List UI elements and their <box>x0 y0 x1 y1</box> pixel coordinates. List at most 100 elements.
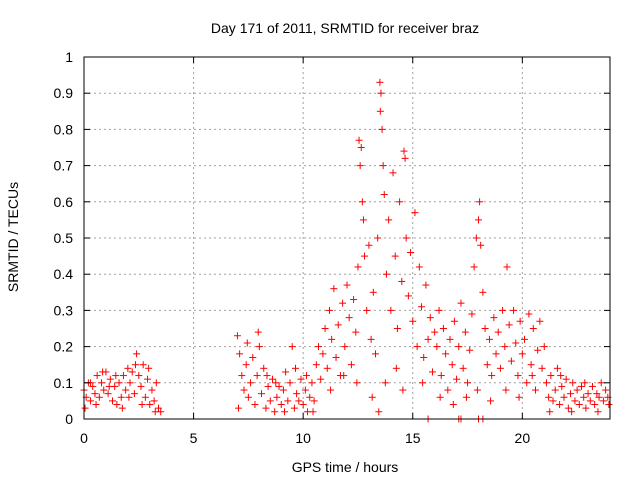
data-point <box>409 317 417 325</box>
data-point <box>262 404 270 412</box>
data-point <box>330 285 338 293</box>
data-point <box>476 198 484 206</box>
data-point <box>132 361 140 369</box>
data-point <box>91 390 99 398</box>
data-point <box>236 350 244 358</box>
data-point <box>483 361 491 369</box>
data-point <box>404 292 412 300</box>
data-point <box>435 306 443 314</box>
data-point <box>155 404 163 412</box>
y-tick-label: 0.1 <box>54 375 74 391</box>
data-point <box>455 343 463 351</box>
data-point <box>593 390 601 398</box>
data-point <box>302 372 310 380</box>
data-point <box>126 379 134 387</box>
data-point <box>323 364 331 372</box>
data-point <box>521 335 529 343</box>
data-point <box>315 343 323 351</box>
data-point <box>242 361 250 369</box>
data-point <box>288 343 296 351</box>
data-point <box>439 325 447 332</box>
y-tick-label: 0.9 <box>54 85 74 101</box>
data-point <box>376 107 384 115</box>
y-axis-title: SRMTID / TECUs <box>5 182 21 292</box>
data-point <box>464 379 472 387</box>
data-point <box>490 314 498 322</box>
data-point <box>251 401 259 409</box>
data-point <box>571 397 579 405</box>
data-point <box>104 390 112 398</box>
data-point <box>115 379 123 387</box>
data-point <box>477 241 485 249</box>
data-point <box>534 346 542 354</box>
y-tick-label: 0 <box>65 411 73 427</box>
y-tick-label: 0.7 <box>54 158 74 174</box>
data-point <box>507 357 515 365</box>
data-point <box>264 382 272 390</box>
data-point <box>355 136 363 144</box>
data-point <box>128 368 136 376</box>
data-point <box>431 328 439 336</box>
data-point <box>112 372 120 380</box>
data-point <box>392 364 400 372</box>
data-point <box>235 404 243 412</box>
x-tick-label: 10 <box>295 430 311 446</box>
data-point <box>99 368 107 376</box>
data-point <box>475 216 482 224</box>
data-point <box>531 386 539 394</box>
data-point <box>411 209 419 217</box>
data-point <box>368 393 376 401</box>
data-point <box>424 335 432 343</box>
data-point <box>473 386 481 394</box>
data-point <box>141 393 149 401</box>
data-point <box>124 364 132 372</box>
y-tick-label: 0.2 <box>54 339 74 355</box>
data-point <box>293 390 301 398</box>
data-point <box>357 144 365 151</box>
y-tick-label: 0.5 <box>54 230 74 246</box>
data-point <box>238 372 246 380</box>
data-point <box>87 397 95 405</box>
data-point <box>353 379 361 387</box>
data-point <box>106 375 114 383</box>
data-point <box>461 328 469 336</box>
data-point <box>503 263 511 271</box>
data-point <box>145 364 153 372</box>
data-point <box>525 310 533 318</box>
data-point <box>413 343 421 351</box>
data-point <box>118 404 126 412</box>
data-point <box>332 353 340 361</box>
data-point <box>536 317 544 325</box>
data-point <box>266 397 274 405</box>
data-point <box>575 401 583 409</box>
data-point <box>401 154 409 162</box>
data-point <box>317 375 325 383</box>
data-point <box>263 372 271 380</box>
data-point <box>462 393 470 401</box>
data-point <box>479 288 487 296</box>
data-point <box>468 310 476 318</box>
data-point <box>95 393 103 401</box>
data-point <box>494 328 502 336</box>
y-tick-label: 0.8 <box>54 121 74 137</box>
x-tick-label: 15 <box>405 430 421 446</box>
data-point <box>135 372 143 380</box>
data-point <box>272 379 280 387</box>
data-point <box>122 386 130 394</box>
data-point <box>595 393 603 401</box>
data-point <box>125 393 133 401</box>
data-point <box>247 379 255 387</box>
data-point <box>396 198 404 206</box>
data-point <box>389 169 397 177</box>
x-tick-label: 5 <box>190 430 198 446</box>
data-point <box>354 263 362 271</box>
data-point <box>582 404 590 412</box>
data-point <box>562 375 570 383</box>
data-point <box>144 375 152 383</box>
data-point <box>284 397 292 405</box>
data-point <box>377 89 385 97</box>
data-point <box>363 306 371 314</box>
data-point <box>130 390 138 398</box>
data-point <box>361 252 369 260</box>
data-point <box>457 299 465 307</box>
